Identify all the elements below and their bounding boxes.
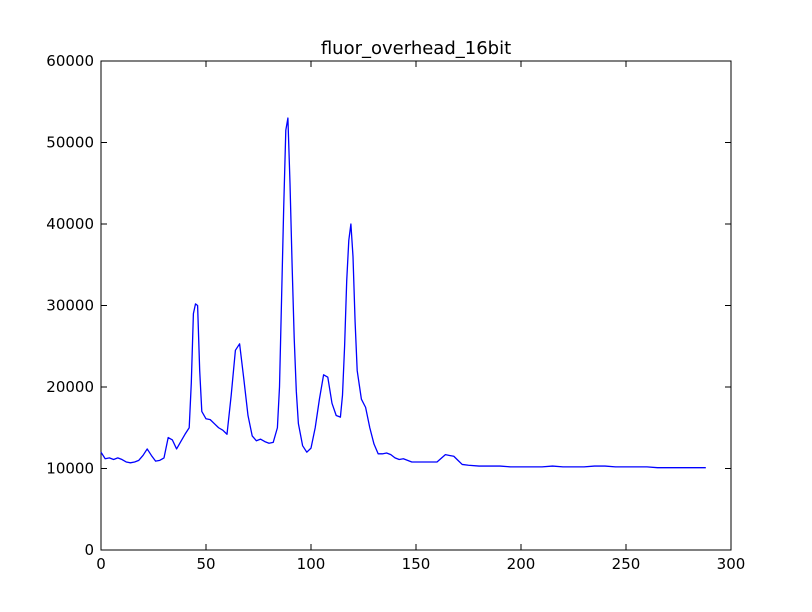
axis-ticks [100,60,732,551]
x-tick-label: 50 [196,555,215,573]
plot-area: 0 50 100 150 200 250 300 0 10000 20000 30000 40000 5… [46,52,745,573]
series-line [100,117,706,469]
y-tick-label: 60000 [46,52,94,70]
axis-tick-labels: 0 50 100 150 200 250 300 0 10000 20000 30000 40000 5… [46,52,745,573]
y-tick-label: 40000 [46,215,94,233]
x-tick-label: 200 [507,555,536,573]
x-tick-label: 100 [297,555,326,573]
x-tick-label: 0 [96,555,106,573]
y-tick-label: 20000 [46,378,94,396]
y-tick-label: 30000 [46,297,94,315]
axes-frame [100,60,732,551]
x-tick-label: 300 [717,555,746,573]
y-tick-label: 0 [84,541,94,559]
chart-title: fluor_overhead_16bit [321,38,511,59]
y-tick-label: 50000 [46,134,94,152]
x-tick-label: 250 [612,555,641,573]
x-tick-label: 150 [402,555,431,573]
y-tick-label: 10000 [46,460,94,478]
